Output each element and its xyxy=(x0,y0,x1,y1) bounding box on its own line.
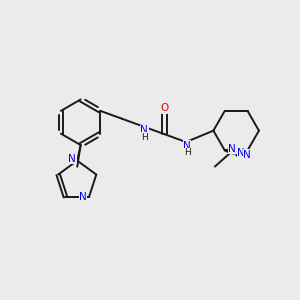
Text: N: N xyxy=(228,144,236,154)
Text: N: N xyxy=(68,154,76,164)
Text: H: H xyxy=(184,148,190,158)
Text: N: N xyxy=(237,148,245,158)
Text: H: H xyxy=(141,133,148,142)
Text: N: N xyxy=(243,150,251,160)
Text: N: N xyxy=(140,125,148,135)
Text: O: O xyxy=(160,103,169,113)
Text: N: N xyxy=(183,141,191,151)
Text: N: N xyxy=(79,192,87,202)
